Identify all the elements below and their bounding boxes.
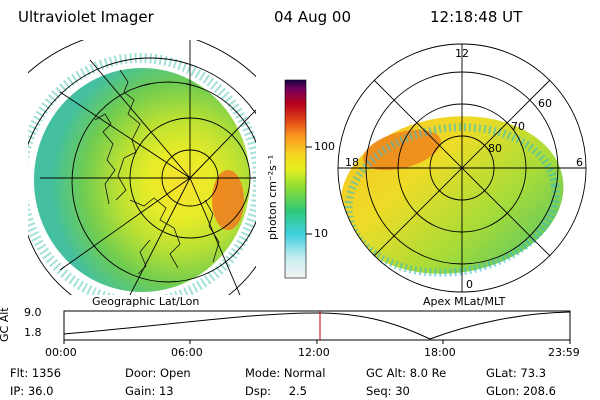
time-label: 12:18:48 UT [430, 8, 523, 26]
ip-value: 36.0 [27, 384, 54, 398]
time-tick-1200: 12:00 [298, 346, 330, 359]
door-field: Door: Open [125, 366, 191, 380]
altitude-ylabel: GC Alt [0, 307, 11, 342]
time-tick-2359: 23:59 [548, 346, 580, 359]
altitude-plot [63, 310, 571, 344]
mode-value: Normal [283, 366, 326, 380]
auroral-emission-left [34, 68, 250, 292]
gain-label: Gain: [125, 384, 156, 398]
mlt-label-6: 6 [576, 156, 583, 169]
time-tick-0600: 06:00 [171, 346, 203, 359]
glon-field: GLon: 208.6 [486, 384, 556, 398]
door-label: Door: [125, 366, 157, 380]
dsp-field: Dsp: 2.5 [245, 384, 307, 398]
seq-field: Seq: 30 [366, 384, 410, 398]
mode-label: Mode: [245, 366, 281, 380]
ip-label: IP: [10, 384, 25, 398]
gain-value: 13 [158, 384, 174, 398]
seq-value: 30 [395, 384, 410, 398]
glat-field: GLat: 73.3 [486, 366, 546, 380]
glat-value: 73.3 [520, 366, 547, 380]
mlat-label-60: 60 [538, 97, 552, 110]
coastlines [94, 69, 220, 275]
geographic-image [28, 40, 256, 295]
date-label: 04 Aug 00 [274, 8, 351, 26]
glat-label: GLat: [486, 366, 517, 380]
gcalt-value: 8.0 Re [409, 366, 447, 380]
glon-label: GLon: [486, 384, 520, 398]
gain-field: Gain: 13 [125, 384, 174, 398]
glon-value: 208.6 [522, 384, 556, 398]
ip-field: IP: 36.0 [10, 384, 53, 398]
gcalt-field: GC Alt: 8.0 Re [366, 366, 446, 380]
mlt-label-12: 12 [455, 47, 469, 60]
dsp-label: Dsp: [245, 384, 272, 398]
time-tick-0000: 00:00 [45, 346, 77, 359]
altitude-ytick-9: 9.0 [24, 306, 42, 319]
mlt-label-18: 18 [345, 156, 359, 169]
gcalt-label: GC Alt: [366, 366, 407, 380]
time-tick-1800: 18:00 [424, 346, 456, 359]
left-panel-caption: Geographic Lat/Lon [92, 295, 200, 308]
flt-label: Flt: [10, 366, 29, 380]
mode-field: Mode: Normal [245, 366, 325, 380]
dsp-value: 2.5 [288, 384, 307, 398]
mlat-label-80: 80 [488, 142, 502, 155]
auroral-hotspot-right [363, 129, 441, 171]
mlt-label-0: 0 [466, 278, 473, 291]
color-scale [284, 79, 312, 279]
colorbar-tick-100: 100 [314, 140, 335, 153]
auroral-hotspot-left [212, 170, 244, 230]
altitude-ytick-1-8: 1.8 [24, 326, 42, 339]
mlat-label-70: 70 [511, 120, 525, 133]
instrument-title: Ultraviolet Imager [18, 8, 154, 26]
flt-field: Flt: 1356 [10, 366, 61, 380]
right-panel-caption: Apex MLat/MLT [423, 295, 506, 308]
colorbar-tick-10: 10 [314, 227, 328, 240]
seq-label: Seq: [366, 384, 392, 398]
flt-value: 1356 [31, 366, 62, 380]
colorbar-unit-label: photon cm⁻²s⁻¹ [266, 154, 279, 240]
magnetic-image [337, 43, 587, 293]
door-value: Open [159, 366, 191, 380]
